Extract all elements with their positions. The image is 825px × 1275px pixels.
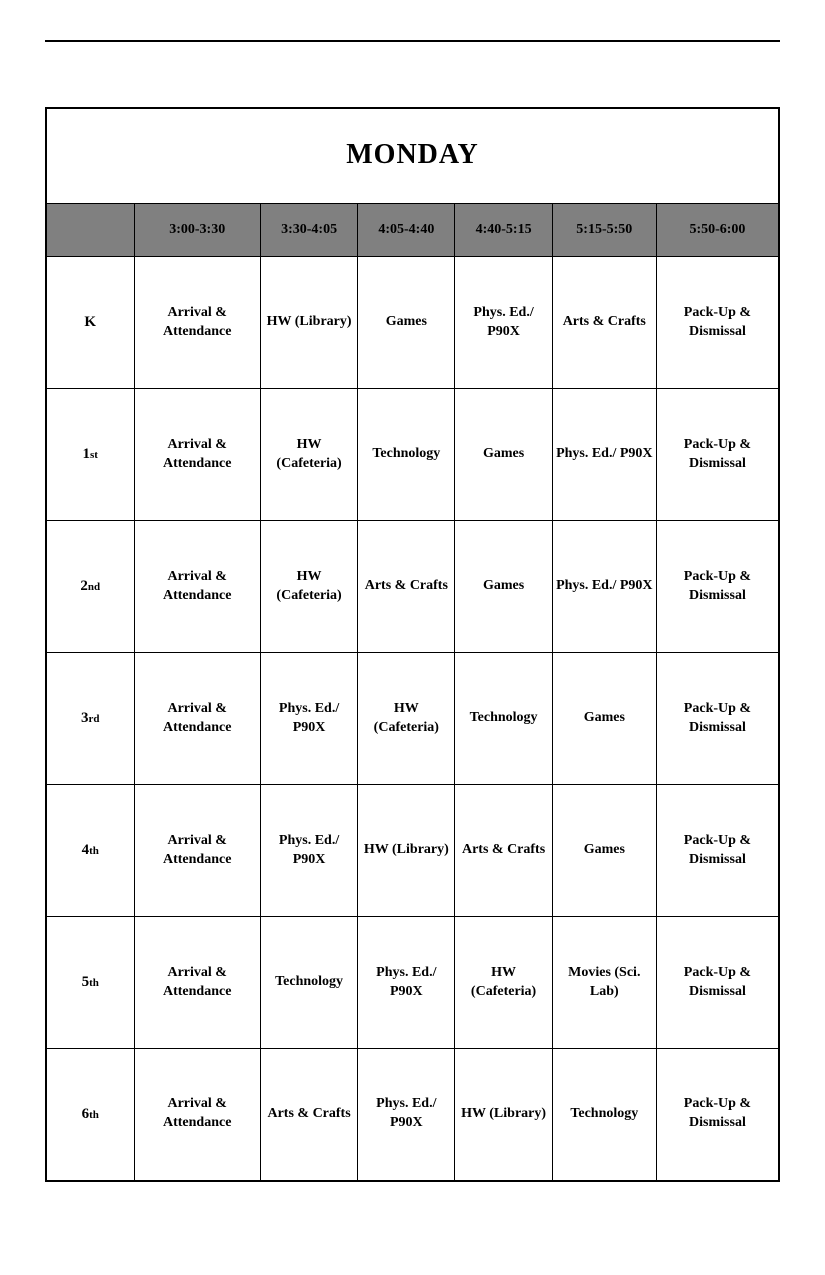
grade-cell-2nd: 2nd [46, 521, 134, 653]
activity-cell: Pack-Up & Dismissal [656, 1049, 779, 1181]
table-row: 4th Arrival & Attendance Phys. Ed./ P90X… [46, 785, 779, 917]
table-row: 2nd Arrival & Attendance HW (Cafeteria) … [46, 521, 779, 653]
activity-cell: HW (Library) [358, 785, 455, 917]
time-slot-0: 3:00-3:30 [134, 204, 260, 257]
time-slot-1: 3:30-4:05 [260, 204, 357, 257]
time-slot-5: 5:50-6:00 [656, 204, 779, 257]
time-slot-2: 4:05-4:40 [358, 204, 455, 257]
time-slot-3: 4:40-5:15 [455, 204, 552, 257]
activity-cell: Games [552, 653, 656, 785]
page-container: MONDAY 3:00-3:30 3:30-4:05 4:05-4:40 4:4… [45, 40, 780, 1182]
grade-ordinal: nd [88, 581, 100, 593]
activity-cell: Arrival & Attendance [134, 389, 260, 521]
activity-cell: Arrival & Attendance [134, 521, 260, 653]
activity-cell: HW (Library) [455, 1049, 552, 1181]
activity-cell: Technology [358, 389, 455, 521]
grade-ordinal: st [90, 449, 98, 461]
table-row: 3rd Arrival & Attendance Phys. Ed./ P90X… [46, 653, 779, 785]
grade-ordinal: th [89, 1109, 99, 1121]
activity-cell: Phys. Ed./ P90X [260, 653, 357, 785]
time-header-row: 3:00-3:30 3:30-4:05 4:05-4:40 4:40-5:15 … [46, 204, 779, 257]
activity-cell: Arrival & Attendance [134, 785, 260, 917]
activity-cell: Phys. Ed./ P90X [552, 521, 656, 653]
grade-ordinal: th [89, 845, 99, 857]
activity-cell: Pack-Up & Dismissal [656, 917, 779, 1049]
activity-cell: Arrival & Attendance [134, 917, 260, 1049]
activity-cell: Pack-Up & Dismissal [656, 389, 779, 521]
grade-cell-6th: 6th [46, 1049, 134, 1181]
time-slot-4: 5:15-5:50 [552, 204, 656, 257]
grade-label: 1 [83, 446, 91, 462]
activity-cell: Games [455, 521, 552, 653]
table-body: K Arrival & Attendance HW (Library) Game… [46, 257, 779, 1181]
activity-cell: Pack-Up & Dismissal [656, 653, 779, 785]
activity-cell: Pack-Up & Dismissal [656, 785, 779, 917]
grade-label: 3 [81, 710, 89, 726]
page-inner: MONDAY 3:00-3:30 3:30-4:05 4:05-4:40 4:4… [45, 42, 780, 1182]
grade-cell-3rd: 3rd [46, 653, 134, 785]
activity-cell: Arrival & Attendance [134, 653, 260, 785]
grade-cell-1st: 1st [46, 389, 134, 521]
activity-cell: Games [552, 785, 656, 917]
activity-cell: Games [455, 389, 552, 521]
activity-cell: Pack-Up & Dismissal [656, 257, 779, 389]
activity-cell: Technology [260, 917, 357, 1049]
table-row: 6th Arrival & Attendance Arts & Crafts P… [46, 1049, 779, 1181]
grade-ordinal: th [89, 977, 99, 989]
grade-label: K [84, 314, 96, 330]
activity-cell: Arts & Crafts [552, 257, 656, 389]
grade-label: 2 [80, 578, 88, 594]
schedule-table: MONDAY 3:00-3:30 3:30-4:05 4:05-4:40 4:4… [45, 107, 780, 1182]
activity-cell: HW (Cafeteria) [260, 521, 357, 653]
activity-cell: Technology [455, 653, 552, 785]
grade-label: 5 [82, 974, 90, 990]
activity-cell: Games [358, 257, 455, 389]
title-cell: MONDAY [46, 108, 779, 204]
table-row: 5th Arrival & Attendance Technology Phys… [46, 917, 779, 1049]
activity-cell: Arts & Crafts [260, 1049, 357, 1181]
grade-cell-5th: 5th [46, 917, 134, 1049]
activity-cell: HW (Cafeteria) [358, 653, 455, 785]
table-row: K Arrival & Attendance HW (Library) Game… [46, 257, 779, 389]
corner-cell [46, 204, 134, 257]
activity-cell: Arrival & Attendance [134, 257, 260, 389]
activity-cell: HW (Cafeteria) [260, 389, 357, 521]
activity-cell: Arrival & Attendance [134, 1049, 260, 1181]
grade-cell-K: K [46, 257, 134, 389]
activity-cell: HW (Cafeteria) [455, 917, 552, 1049]
grade-ordinal: rd [89, 713, 100, 725]
grade-cell-4th: 4th [46, 785, 134, 917]
table-row: 1st Arrival & Attendance HW (Cafeteria) … [46, 389, 779, 521]
grade-label: 4 [82, 842, 90, 858]
activity-cell: Phys. Ed./ P90X [260, 785, 357, 917]
activity-cell: Pack-Up & Dismissal [656, 521, 779, 653]
activity-cell: Movies (Sci. Lab) [552, 917, 656, 1049]
activity-cell: Technology [552, 1049, 656, 1181]
activity-cell: Phys. Ed./ P90X [552, 389, 656, 521]
activity-cell: Phys. Ed./ P90X [358, 1049, 455, 1181]
activity-cell: Arts & Crafts [455, 785, 552, 917]
activity-cell: Phys. Ed./ P90X [358, 917, 455, 1049]
activity-cell: HW (Library) [260, 257, 357, 389]
activity-cell: Arts & Crafts [358, 521, 455, 653]
activity-cell: Phys. Ed./ P90X [455, 257, 552, 389]
grade-label: 6 [82, 1106, 90, 1122]
